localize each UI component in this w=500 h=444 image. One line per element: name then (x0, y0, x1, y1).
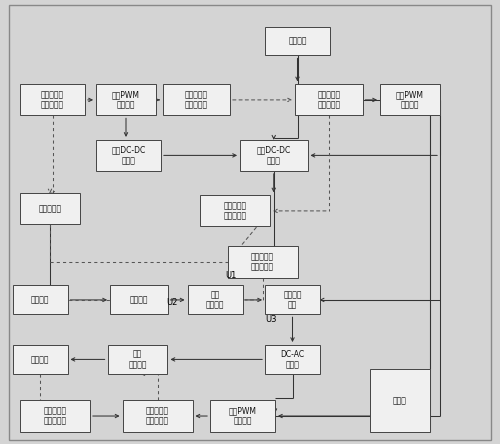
FancyBboxPatch shape (210, 400, 275, 432)
Text: 交流
馈换电路: 交流 馈换电路 (128, 350, 147, 369)
FancyBboxPatch shape (370, 369, 430, 432)
Text: U3: U3 (265, 315, 276, 324)
FancyBboxPatch shape (265, 27, 330, 56)
Text: U2: U2 (166, 298, 178, 307)
FancyBboxPatch shape (12, 345, 68, 374)
Text: 第三电流电
压检测电路: 第三电流电 压检测电路 (251, 252, 274, 272)
Text: 电压检测
电路: 电压检测 电路 (284, 290, 302, 309)
Text: 光伏组件: 光伏组件 (288, 36, 307, 46)
FancyBboxPatch shape (20, 400, 90, 432)
FancyBboxPatch shape (380, 84, 440, 115)
FancyBboxPatch shape (200, 195, 270, 226)
FancyBboxPatch shape (188, 285, 242, 314)
Text: 公共电网: 公共电网 (31, 295, 49, 305)
FancyBboxPatch shape (122, 400, 192, 432)
Text: 第四电压反
馈检测电路: 第四电压反 馈检测电路 (146, 406, 169, 426)
FancyBboxPatch shape (108, 345, 168, 374)
FancyBboxPatch shape (265, 285, 320, 314)
FancyBboxPatch shape (96, 84, 156, 115)
Text: 第三电压反
馈检测电路: 第三电压反 馈检测电路 (41, 90, 64, 110)
Text: DC-AC
变换器: DC-AC 变换器 (280, 350, 304, 369)
FancyBboxPatch shape (265, 345, 320, 374)
FancyBboxPatch shape (20, 84, 85, 115)
FancyBboxPatch shape (20, 193, 80, 224)
Text: 第一电压反
馈检测电路: 第一电压反 馈检测电路 (224, 201, 246, 221)
Text: 第二电压反
馈检测电路: 第二电压反 馈检测电路 (184, 90, 208, 110)
Text: 并网逆变器: 并网逆变器 (38, 204, 62, 213)
Text: 整流电路: 整流电路 (130, 295, 148, 305)
FancyBboxPatch shape (240, 140, 308, 171)
FancyBboxPatch shape (12, 285, 68, 314)
Text: U1: U1 (225, 271, 236, 280)
Text: 第一PWM
控制电路: 第一PWM 控制电路 (396, 90, 424, 110)
Text: 用户负载: 用户负载 (31, 355, 49, 364)
Text: 第二PWM
控制电路: 第二PWM 控制电路 (112, 90, 140, 110)
Text: 第三PWM
控制电路: 第三PWM 控制电路 (228, 406, 256, 426)
FancyBboxPatch shape (110, 285, 168, 314)
FancyBboxPatch shape (96, 140, 161, 171)
FancyBboxPatch shape (295, 84, 362, 115)
Text: 直流
补偿电路: 直流 补偿电路 (206, 290, 224, 309)
Text: 第一电压电
压检测电路: 第一电压电 压检测电路 (317, 90, 340, 110)
FancyBboxPatch shape (228, 246, 298, 278)
Text: 第一DC-DC
变换器: 第一DC-DC 变换器 (256, 146, 291, 165)
FancyBboxPatch shape (162, 84, 230, 115)
Text: 第二电流电
压检测电路: 第二电流电 压检测电路 (44, 406, 66, 426)
Text: 第二DC-DC
变换器: 第二DC-DC 变换器 (112, 146, 146, 165)
Text: 单片机: 单片机 (393, 396, 407, 405)
